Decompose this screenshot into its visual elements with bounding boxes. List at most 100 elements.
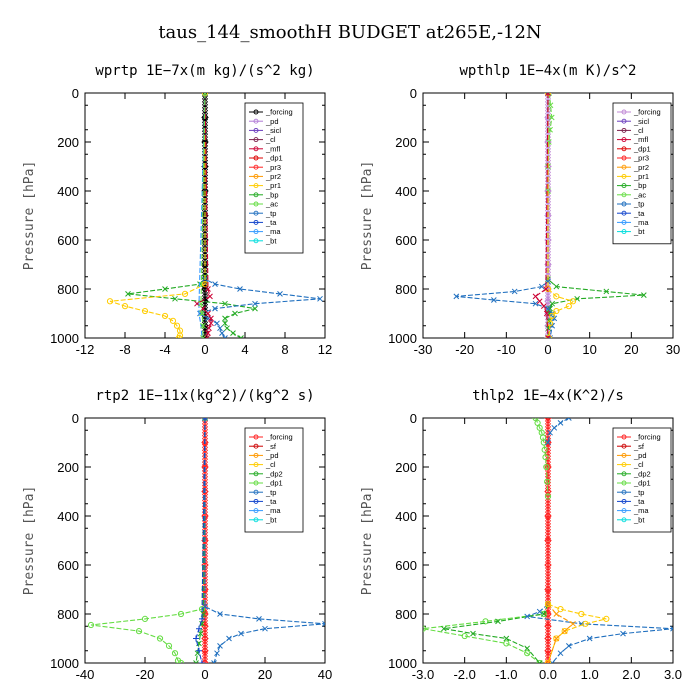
data-point — [222, 315, 228, 322]
data-point — [544, 623, 552, 630]
data-point — [544, 514, 552, 522]
legend-label: _pd — [265, 451, 279, 460]
data-point — [545, 305, 551, 312]
legend-marker — [253, 183, 259, 189]
panel-title: rtp2 1E−11x(kg^2)/(kg^2 s) — [95, 388, 314, 404]
data-point — [565, 418, 572, 421]
data-point — [207, 293, 213, 300]
legend-label: _dp1 — [265, 154, 283, 163]
y-tick-label: 600 — [395, 233, 417, 248]
legend-marker — [253, 210, 259, 216]
legend-marker — [621, 480, 627, 486]
data-point — [544, 511, 552, 519]
data-point — [201, 626, 209, 633]
y-tick-label: 1000 — [50, 331, 79, 346]
data-point — [544, 544, 552, 551]
data-point — [544, 494, 552, 501]
legend-marker — [621, 498, 627, 504]
series-line — [90, 418, 206, 663]
legend-marker — [253, 229, 259, 235]
data-point — [208, 315, 214, 322]
data-point — [201, 623, 209, 630]
y-tick-label: 1000 — [388, 656, 417, 671]
data-point — [262, 625, 268, 632]
legend-label: _forcing — [265, 108, 293, 117]
data-point — [544, 573, 552, 580]
data-point — [201, 658, 209, 663]
data-point — [171, 650, 179, 657]
data-point — [553, 307, 560, 315]
y-axis-label: Pressure [hPa] — [360, 486, 375, 596]
legend-label: _pr1 — [633, 172, 649, 181]
data-point — [544, 570, 552, 577]
y-tick-label: 0 — [410, 411, 417, 426]
data-point — [205, 310, 211, 317]
data-point — [544, 588, 552, 595]
legend-label: _cl — [265, 460, 276, 469]
data-point — [544, 556, 552, 563]
data-point — [640, 292, 647, 298]
data-point — [547, 305, 553, 312]
data-point — [544, 601, 552, 608]
series-group — [423, 418, 673, 663]
legend-marker — [621, 109, 627, 115]
data-point — [121, 303, 129, 310]
data-point — [536, 660, 543, 663]
legend-label: _tp — [633, 488, 644, 497]
x-tick-label: -4 — [159, 342, 171, 357]
data-point — [603, 288, 610, 295]
legend-label: _tp — [633, 200, 644, 209]
y-tick-label: 800 — [395, 607, 417, 622]
legend-label: _pd — [633, 451, 647, 460]
data-point — [544, 184, 552, 191]
data-point — [544, 561, 552, 569]
data-point — [200, 335, 206, 338]
legend-box — [612, 102, 672, 245]
data-point — [175, 334, 183, 338]
data-point — [482, 618, 489, 625]
y-tick-label: 200 — [395, 135, 417, 150]
data-point — [557, 420, 564, 426]
series-group — [453, 93, 647, 338]
legend-marker — [621, 164, 627, 170]
data-point — [201, 107, 209, 114]
data-point — [544, 629, 552, 636]
data-point — [547, 429, 553, 436]
data-point — [201, 453, 209, 460]
data-point — [544, 567, 552, 574]
data-point — [544, 163, 552, 170]
x-tick-label: 0 — [201, 342, 208, 357]
legend-label: _forcing — [265, 433, 293, 442]
data-point — [201, 292, 209, 299]
data-point — [232, 310, 238, 317]
data-point — [161, 312, 169, 320]
series-line — [534, 418, 549, 497]
data-point — [256, 616, 262, 622]
legend-marker — [621, 443, 627, 449]
data-point — [561, 628, 568, 635]
legend-box — [612, 427, 672, 533]
series-line — [547, 93, 574, 338]
data-point — [553, 635, 560, 642]
data-point — [201, 635, 209, 642]
data-point — [544, 558, 552, 566]
y-axis-label: Pressure [hPa] — [22, 486, 37, 596]
legend-label: _dp1 — [265, 479, 283, 488]
data-point — [544, 644, 552, 651]
data-point — [202, 603, 208, 610]
data-point — [582, 620, 589, 627]
legend-marker — [621, 210, 627, 216]
x-tick-label: 2.0 — [622, 667, 640, 682]
data-point — [544, 148, 552, 155]
data-point — [169, 317, 177, 324]
data-point — [578, 610, 585, 618]
data-point — [222, 320, 228, 327]
data-point — [544, 632, 552, 639]
data-point — [540, 610, 547, 618]
data-point — [470, 630, 476, 637]
legend-marker — [253, 201, 259, 207]
legend-marker — [253, 443, 259, 449]
legend-marker — [621, 137, 627, 143]
legend-marker — [621, 229, 627, 235]
data-point — [202, 418, 208, 421]
